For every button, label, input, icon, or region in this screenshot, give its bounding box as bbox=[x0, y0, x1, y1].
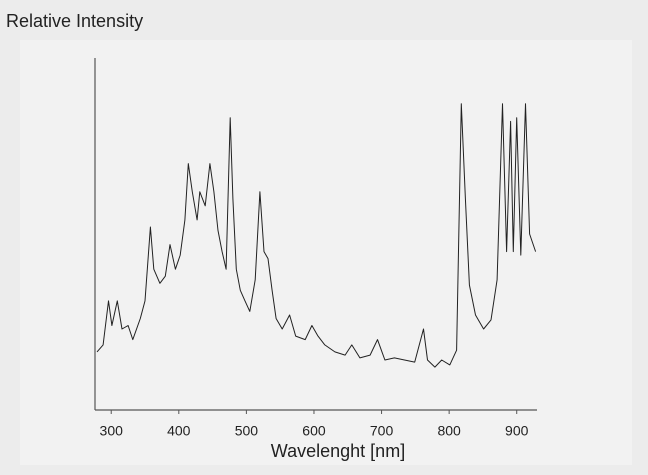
x-tick-label: 700 bbox=[370, 423, 394, 439]
spectrum-line bbox=[96, 103, 537, 368]
plot-background bbox=[20, 40, 632, 465]
x-tick-label: 900 bbox=[505, 423, 529, 439]
y-axis-label: Relative Intensity bbox=[6, 11, 143, 31]
x-axis-label: Wavelenght [nm] bbox=[271, 441, 405, 461]
x-tick-label: 300 bbox=[100, 423, 124, 439]
x-tick-label: 800 bbox=[437, 423, 461, 439]
x-tick-label: 500 bbox=[235, 423, 259, 439]
x-tick-label: 400 bbox=[167, 423, 191, 439]
x-tick-label: 600 bbox=[302, 423, 326, 439]
